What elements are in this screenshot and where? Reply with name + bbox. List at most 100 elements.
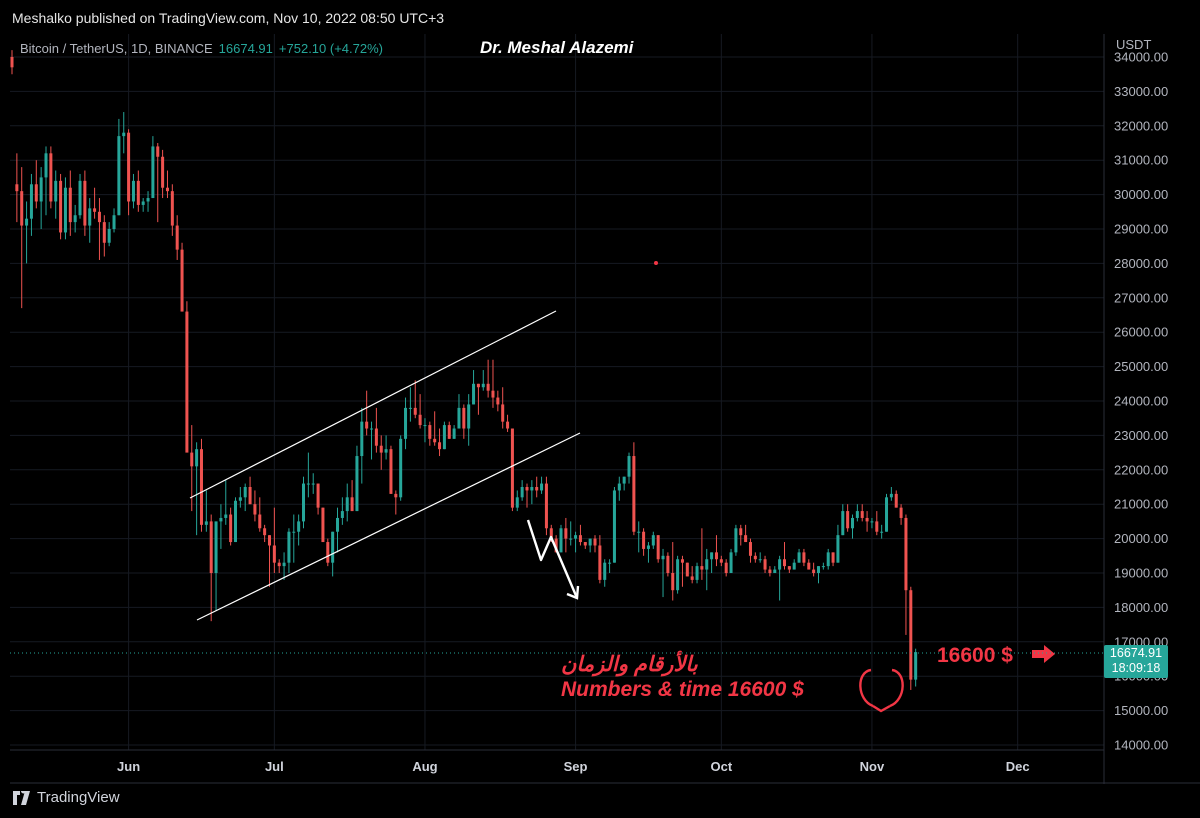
candle — [880, 524, 884, 539]
candle-body — [501, 404, 505, 422]
candle — [889, 487, 893, 501]
red-dot — [654, 261, 658, 265]
candle-body — [705, 559, 709, 570]
candle-body — [20, 191, 24, 226]
candle — [39, 167, 43, 229]
candle — [170, 184, 174, 236]
candle-body — [476, 383, 480, 388]
candle — [821, 562, 825, 570]
candle-body — [578, 535, 582, 543]
candle-body — [627, 456, 631, 477]
candle-body — [219, 517, 223, 522]
candle-body — [642, 531, 646, 549]
symbol-info[interactable]: Bitcoin / TetherUS, 1D, BINANCE 16674.91 +… — [20, 41, 383, 56]
candle-body — [336, 517, 340, 532]
zigzag-arrowhead — [566, 585, 580, 600]
candle-body — [185, 311, 189, 453]
candle-body — [258, 514, 262, 529]
candle — [136, 170, 140, 212]
candle — [540, 476, 544, 494]
price-axis[interactable]: 14000.0015000.0016000.0017000.0018000.00… — [1114, 50, 1168, 753]
candle — [151, 136, 155, 199]
candle-body — [554, 538, 558, 553]
candle-body — [671, 573, 675, 591]
candle — [734, 524, 738, 556]
candle-body — [885, 497, 889, 532]
candle-body — [520, 487, 524, 498]
candle — [44, 146, 48, 216]
candle-body — [467, 404, 471, 429]
candle-body — [792, 562, 796, 570]
candle — [214, 521, 218, 611]
candle — [850, 514, 855, 539]
candle-body — [530, 487, 534, 491]
candle-body — [593, 538, 597, 546]
candle — [224, 480, 228, 525]
candle-body — [622, 476, 626, 484]
candle-body — [850, 517, 855, 529]
candle — [467, 394, 471, 446]
y-tick-label: 15000.00 — [1114, 703, 1168, 718]
candle — [63, 177, 67, 240]
candle-body — [10, 57, 14, 68]
candle-body — [78, 180, 82, 216]
candle — [617, 476, 621, 501]
candles — [10, 50, 918, 690]
candle-body — [612, 490, 616, 563]
price-tag-countdown: 18:09:18 — [1111, 661, 1161, 675]
candle — [408, 387, 412, 422]
y-tick-label: 33000.00 — [1114, 84, 1168, 99]
candle — [180, 242, 184, 312]
candle — [345, 483, 349, 522]
candle-body — [617, 483, 621, 491]
candle — [894, 490, 898, 508]
candle-body — [734, 528, 738, 553]
chart-background — [0, 34, 1200, 784]
candle-body — [408, 407, 412, 409]
footer[interactable]: TradingView — [12, 789, 120, 806]
symbol-name[interactable]: Bitcoin / TetherUS, 1D, BINANCE — [20, 41, 213, 56]
candle — [642, 528, 646, 556]
candle — [287, 528, 291, 573]
price-tag-price: 16674.91 — [1109, 646, 1163, 660]
candle-body — [49, 153, 53, 202]
candle-body — [739, 528, 743, 536]
candle — [578, 524, 582, 546]
candle — [199, 438, 203, 532]
candle — [248, 476, 252, 505]
candle — [758, 552, 762, 563]
candle-body — [714, 552, 718, 560]
candle-body — [491, 390, 495, 398]
candle — [836, 524, 840, 563]
candle — [710, 552, 714, 573]
candle — [525, 483, 529, 508]
candle — [530, 480, 534, 505]
candle-body — [73, 215, 77, 223]
candle-body — [564, 528, 568, 539]
candle — [593, 535, 597, 553]
candle-body — [316, 483, 320, 508]
candle-body — [700, 566, 704, 570]
candle-body — [559, 528, 563, 553]
candle-body — [141, 201, 145, 205]
candle — [355, 445, 359, 512]
candle-body — [224, 514, 228, 518]
candle-body — [428, 425, 432, 439]
time-axis[interactable]: Jun Jul Aug Sep Oct Nov Dec — [117, 759, 1030, 774]
candle — [680, 555, 684, 587]
candle — [510, 428, 514, 512]
channel-upper-line — [189, 310, 557, 499]
x-tick-label: Sep — [564, 759, 588, 774]
candle — [520, 480, 524, 501]
candle — [816, 566, 821, 584]
candle — [792, 559, 796, 570]
top-bar: Meshalko published on TradingView.com, N… — [0, 0, 1200, 34]
candle-body — [360, 421, 364, 457]
annotation-arabic: بالأرقام والزمان — [561, 653, 698, 676]
currency-label[interactable]: USDT — [1116, 37, 1152, 52]
candle — [481, 370, 485, 391]
candle — [544, 476, 548, 536]
candle — [914, 648, 918, 687]
candle-body — [384, 449, 388, 453]
